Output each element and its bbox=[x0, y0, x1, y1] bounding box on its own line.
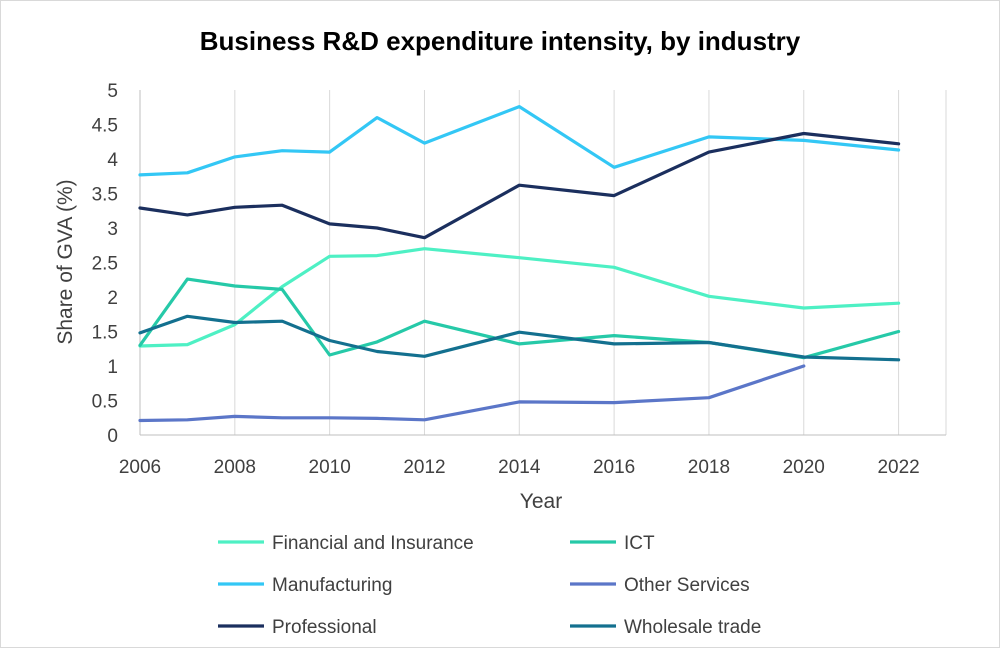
x-tick-label: 2012 bbox=[403, 457, 445, 478]
series-line-other-services bbox=[138, 364, 806, 423]
chart-title: Business R&D expenditure intensity, by i… bbox=[200, 26, 801, 56]
legend-label: ICT bbox=[624, 533, 655, 554]
x-tick-label: 2020 bbox=[783, 457, 825, 478]
legend-label: Wholesale trade bbox=[624, 617, 761, 638]
y-axis-title: Share of GVA (%) bbox=[54, 179, 77, 344]
x-tick-label: 2022 bbox=[877, 457, 919, 478]
y-tick-label: 4.5 bbox=[92, 116, 118, 137]
series-line-professional bbox=[138, 131, 901, 240]
y-tick-label: 3 bbox=[107, 219, 118, 240]
x-tick-label: 2010 bbox=[309, 457, 351, 478]
axes bbox=[139, 90, 946, 436]
legend-item-wholesale-trade: Wholesale trade bbox=[570, 617, 761, 638]
series-line-financial-and-insurance bbox=[138, 247, 901, 348]
legend-item-manufacturing: Manufacturing bbox=[218, 575, 392, 596]
x-tick-label: 2016 bbox=[593, 457, 635, 478]
y-tick-label: 0 bbox=[107, 426, 118, 447]
series-lines bbox=[138, 104, 901, 423]
x-tick-label: 2008 bbox=[214, 457, 256, 478]
legend-item-ict: ICT bbox=[570, 533, 655, 554]
legend-item-professional: Professional bbox=[218, 617, 377, 638]
x-axis-title: Year bbox=[520, 490, 562, 513]
y-tick-label: 2 bbox=[107, 288, 118, 309]
legend-label: Professional bbox=[272, 617, 377, 638]
x-tick-label: 2014 bbox=[498, 457, 541, 478]
legend-label: Manufacturing bbox=[272, 575, 392, 596]
series-line-manufacturing bbox=[138, 104, 901, 177]
x-tick-labels: 2006 2008 2010 2012 2014 2016 2018 2020 2022 bbox=[119, 457, 920, 478]
legend-label: Financial and Insurance bbox=[272, 533, 474, 554]
y-tick-label: 2.5 bbox=[92, 254, 118, 275]
legend-label: Other Services bbox=[624, 575, 750, 596]
legend-item-other-services: Other Services bbox=[570, 575, 750, 596]
legend-item-financial-and-insurance: Financial and Insurance bbox=[218, 533, 474, 554]
legend: Financial and Insurance ICT Manufacturing O… bbox=[218, 533, 761, 638]
y-tick-label: 1 bbox=[107, 357, 118, 378]
y-tick-label: 0.5 bbox=[92, 392, 118, 413]
x-tick-label: 2018 bbox=[688, 457, 730, 478]
y-tick-label: 3.5 bbox=[92, 185, 118, 206]
y-tick-label: 1.5 bbox=[92, 323, 118, 344]
series-line-wholesale-trade bbox=[138, 314, 901, 362]
x-tick-label: 2006 bbox=[119, 457, 161, 478]
y-tick-label: 4 bbox=[107, 150, 118, 171]
y-tick-labels: 0 0.5 1 1.5 2 2.5 3 3.5 4 4.5 5 bbox=[92, 81, 119, 447]
y-tick-label: 5 bbox=[107, 81, 118, 102]
